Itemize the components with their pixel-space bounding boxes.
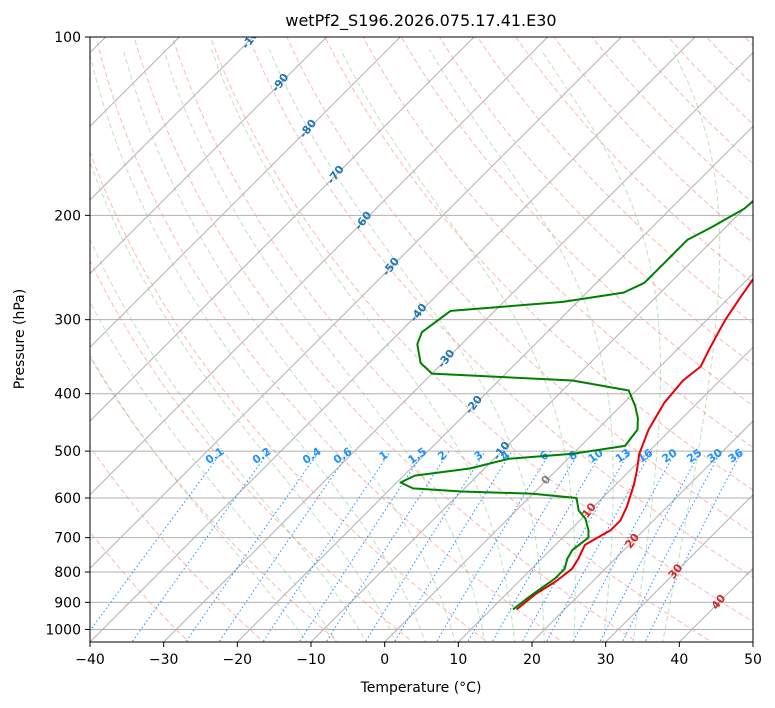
dry-adiabat-line: [324, 37, 753, 491]
isotherm-line: [90, 37, 328, 275]
isotherm-line: [163, 51, 753, 642]
profile-series: [399, 199, 753, 611]
mixing-ratio-line: [599, 450, 701, 642]
isotherm-line: [90, 37, 475, 422]
isotherm-line: [531, 420, 753, 642]
dry-adiabat-line: [209, 37, 753, 623]
y-tick-label: 1000: [45, 622, 81, 638]
y-tick-label: 900: [54, 595, 81, 611]
dry-adiabats: [90, 37, 753, 642]
dewpoint-series-line: [399, 199, 753, 611]
dry-adiabat-line: [90, 445, 265, 642]
x-tick-label: −20: [223, 652, 253, 668]
temperature-series-line: [516, 277, 753, 611]
y-tick-label: 600: [54, 491, 81, 507]
mixing-ratio-line: [364, 450, 486, 642]
plot-frame: [89, 36, 754, 643]
isotherm-line: [90, 37, 401, 349]
x-tick-label: −30: [149, 652, 179, 668]
isotherm-line: [90, 37, 622, 570]
isotherm-line: [457, 346, 753, 642]
x-tick-label: 0: [380, 652, 389, 668]
y-tick-label: 800: [54, 565, 81, 581]
dry-adiabat-line: [95, 37, 564, 642]
moist-adiabat-line: [90, 160, 397, 642]
dry-adiabat-line: [133, 37, 638, 642]
mixing-ratio-line: [621, 450, 722, 642]
isotherm-line: [90, 37, 254, 201]
y-axis-ticks: 100 200 300 400 500 600 700 800 900 1000: [45, 30, 90, 638]
y-axis-label: Pressure (hPa): [12, 289, 28, 389]
dry-adiabat-line: [629, 37, 753, 165]
dry-adiabat-line: [553, 37, 753, 244]
dry-adiabat-line: [90, 531, 190, 642]
dry-adiabat-line: [286, 37, 753, 534]
isotherm-line: [384, 272, 753, 642]
isotherm-line: [605, 493, 753, 642]
mixing-ratio-line: [218, 450, 351, 642]
skewed-isotherm-lines: [90, 37, 753, 642]
mixing-ratio-line: [90, 450, 223, 632]
isotherm-line: [236, 125, 753, 642]
dry-adiabat-line: [515, 37, 753, 284]
mixing-ratio-line: [393, 450, 513, 642]
isotherm-line: [90, 37, 696, 642]
moist-adiabat-line: [90, 52, 427, 642]
chart-title: wetPf2_S196.2026.075.17.41.E30: [285, 11, 556, 31]
x-tick-label: −40: [75, 652, 105, 668]
y-tick-label: 400: [54, 387, 81, 403]
x-tick-label: 50: [744, 652, 762, 668]
isotherm-line: [310, 199, 753, 642]
plot-area: -100-90-80-70-60-50-40-30-20-10010203040…: [90, 37, 753, 642]
y-tick-label: 100: [54, 30, 81, 46]
mixing-ratio-line: [185, 450, 320, 642]
x-tick-label: −10: [296, 652, 326, 668]
y-tick-label: 700: [54, 531, 81, 547]
mixing-ratio-lines: [90, 450, 743, 642]
x-tick-label: 30: [597, 652, 615, 668]
isotherm-line: [90, 37, 549, 496]
x-axis-ticks: −40 −30 −20 −10 0 10 20 30 40 50: [75, 642, 762, 668]
mixing-ratio-line: [572, 450, 677, 642]
x-tick-label: 10: [449, 652, 467, 668]
x-axis-label: Temperature (°C): [360, 680, 482, 696]
x-tick-label: 40: [670, 652, 688, 668]
mixing-ratio-line: [325, 450, 450, 642]
dry-adiabat-line: [438, 37, 753, 366]
dry-adiabat-line: [90, 150, 489, 642]
pressure-gridlines: [90, 37, 753, 630]
y-tick-label: 200: [54, 208, 81, 224]
dry-adiabat-line: [248, 37, 753, 578]
dry-adiabat-line: [400, 37, 753, 407]
mixing-ratio-line: [298, 450, 425, 642]
mixing-ratio-line: [131, 450, 270, 642]
y-tick-label: 300: [54, 313, 81, 329]
mixing-ratio-line: [262, 450, 392, 642]
x-tick-label: 20: [523, 652, 541, 668]
y-tick-label: 500: [54, 444, 81, 460]
